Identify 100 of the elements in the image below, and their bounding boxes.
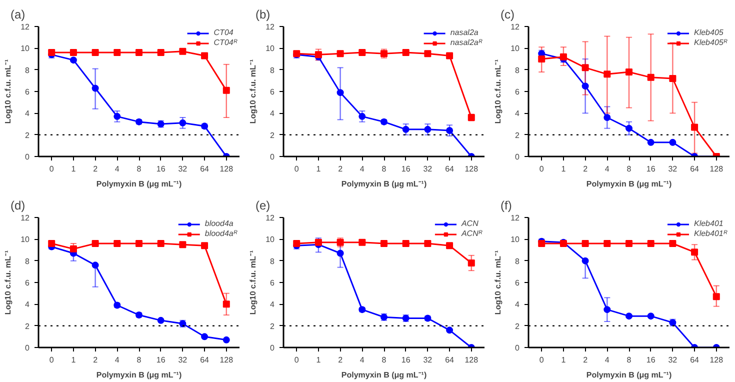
chart-title: (b) — [256, 8, 270, 22]
y-axis-title: Log10 c.f.u. mL⁻¹ — [494, 250, 503, 315]
x-tick-label: 4 — [114, 164, 120, 174]
y-tick-label: 10 — [266, 44, 276, 54]
x-tick-label: 4 — [604, 164, 610, 174]
x-tick-label: 32 — [668, 356, 678, 364]
y-tick-label: 2 — [515, 130, 520, 140]
x-tick-label: 16 — [646, 356, 656, 364]
x-tick-label: 64 — [445, 164, 455, 174]
x-tick-label: 1 — [561, 356, 566, 364]
y-tick-label: 2 — [270, 130, 276, 140]
x-tick-label: 16 — [156, 164, 166, 174]
x-axis-title: Polymyxin B (μg mL⁻¹) — [96, 370, 182, 380]
x-tick-label: 64 — [200, 356, 210, 364]
x-tick-label: 8 — [626, 164, 632, 174]
x-tick-label: 1 — [561, 164, 566, 174]
x-tick-label: 128 — [220, 356, 234, 364]
x-tick-label: 32 — [423, 356, 433, 364]
y-axis-title: Log10 c.f.u. mL⁻¹ — [4, 58, 13, 124]
x-tick-label: 2 — [338, 356, 344, 364]
x-tick-label: 128 — [710, 164, 724, 174]
y-tick-label: 6 — [515, 278, 520, 288]
x-tick-label: 4 — [604, 356, 610, 364]
x-tick-label: 0 — [49, 356, 54, 364]
x-tick-label: 4 — [114, 356, 120, 364]
x-tick-label: 64 — [690, 356, 700, 364]
x-tick-label: 1 — [71, 164, 76, 174]
x-tick-label: 128 — [710, 356, 724, 364]
x-tick-label: 2 — [93, 164, 98, 174]
legend-label: Kleb405 — [694, 28, 724, 37]
legend-label: CT04ᴿ — [214, 38, 237, 47]
x-tick-label: 128 — [464, 164, 479, 174]
x-axis-title: Polymyxin B (μg mL⁻¹) — [96, 180, 182, 188]
y-axis-title: Log10 c.f.u. mL⁻¹ — [248, 250, 258, 315]
x-tick-label: 0 — [294, 164, 300, 174]
x-tick-label: 4 — [360, 356, 365, 364]
y-tick-label: 10 — [20, 44, 30, 54]
legend-label: ACNᴿ — [461, 229, 482, 238]
y-tick-label: 2 — [25, 322, 30, 331]
x-axis-title: Polymyxin B (μg mL⁻¹) — [586, 370, 672, 380]
y-tick-label: 12 — [266, 214, 276, 222]
y-axis-title: Log10 c.f.u. mL⁻¹ — [494, 58, 503, 124]
legend-label: ACN — [461, 219, 480, 228]
x-axis-title: Polymyxin B (μg mL⁻¹) — [586, 180, 672, 188]
y-tick-label: 0 — [270, 152, 276, 162]
x-tick-label: 128 — [464, 356, 479, 364]
y-tick-label: 6 — [25, 278, 30, 288]
x-tick-label: 2 — [583, 356, 588, 364]
y-tick-label: 6 — [270, 278, 276, 288]
x-axis-title: Polymyxin B (μg mL⁻¹) — [341, 180, 427, 188]
chart-title: (d) — [10, 198, 26, 212]
y-tick-label: 10 — [20, 235, 30, 244]
y-tick-label: 2 — [515, 322, 520, 331]
x-tick-label: 0 — [539, 356, 544, 364]
y-tick-label: 2 — [25, 130, 30, 140]
y-axis-title: Log10 c.f.u. mL⁻¹ — [248, 58, 258, 124]
y-tick-label: 4 — [270, 109, 276, 118]
x-tick-label: 8 — [382, 356, 387, 364]
x-tick-label: 0 — [539, 164, 544, 174]
x-tick-label: 64 — [690, 164, 700, 174]
legend-label: nasal2aᴿ — [450, 38, 482, 47]
x-tick-label: 32 — [178, 356, 188, 364]
x-tick-label: 8 — [626, 356, 632, 364]
x-tick-label: 2 — [93, 356, 98, 364]
y-tick-label: 12 — [510, 22, 520, 32]
x-tick-label: 16 — [401, 164, 411, 174]
legend-label: Kleb401ᴿ — [694, 229, 727, 238]
y-tick-label: 8 — [25, 66, 30, 75]
x-tick-label: 2 — [583, 164, 588, 174]
y-tick-label: 4 — [515, 109, 520, 118]
x-tick-label: 8 — [136, 164, 142, 174]
chart-title: (a) — [10, 8, 26, 22]
x-tick-label: 16 — [646, 164, 656, 174]
x-tick-label: 16 — [156, 356, 166, 364]
y-tick-label: 4 — [270, 300, 276, 310]
x-axis-title: Polymyxin B (μg mL⁻¹) — [341, 370, 427, 380]
chart-title: (c) — [500, 8, 514, 22]
y-tick-label: 8 — [25, 256, 30, 266]
x-tick-label: 8 — [382, 164, 387, 174]
x-tick-label: 32 — [668, 164, 678, 174]
x-tick-label: 1 — [71, 356, 76, 364]
y-tick-label: 8 — [270, 256, 276, 266]
y-tick-label: 12 — [20, 22, 30, 32]
x-tick-label: 32 — [423, 164, 433, 174]
chart-title: (e) — [256, 198, 270, 212]
y-tick-label: 2 — [270, 322, 276, 331]
y-tick-label: 12 — [510, 214, 520, 222]
y-tick-label: 0 — [515, 152, 520, 162]
legend-label: blood4aᴿ — [204, 229, 237, 238]
y-tick-label: 12 — [20, 214, 30, 222]
y-tick-label: 0 — [270, 344, 276, 352]
y-tick-label: 8 — [515, 256, 520, 266]
x-tick-label: 0 — [49, 164, 54, 174]
legend-label: nasal2a — [450, 28, 478, 37]
x-tick-label: 8 — [136, 356, 142, 364]
y-tick-label: 6 — [515, 88, 520, 96]
x-tick-label: 64 — [445, 356, 455, 364]
y-tick-label: 6 — [25, 88, 30, 96]
x-tick-label: 32 — [178, 164, 188, 174]
y-tick-label: 8 — [515, 66, 520, 75]
